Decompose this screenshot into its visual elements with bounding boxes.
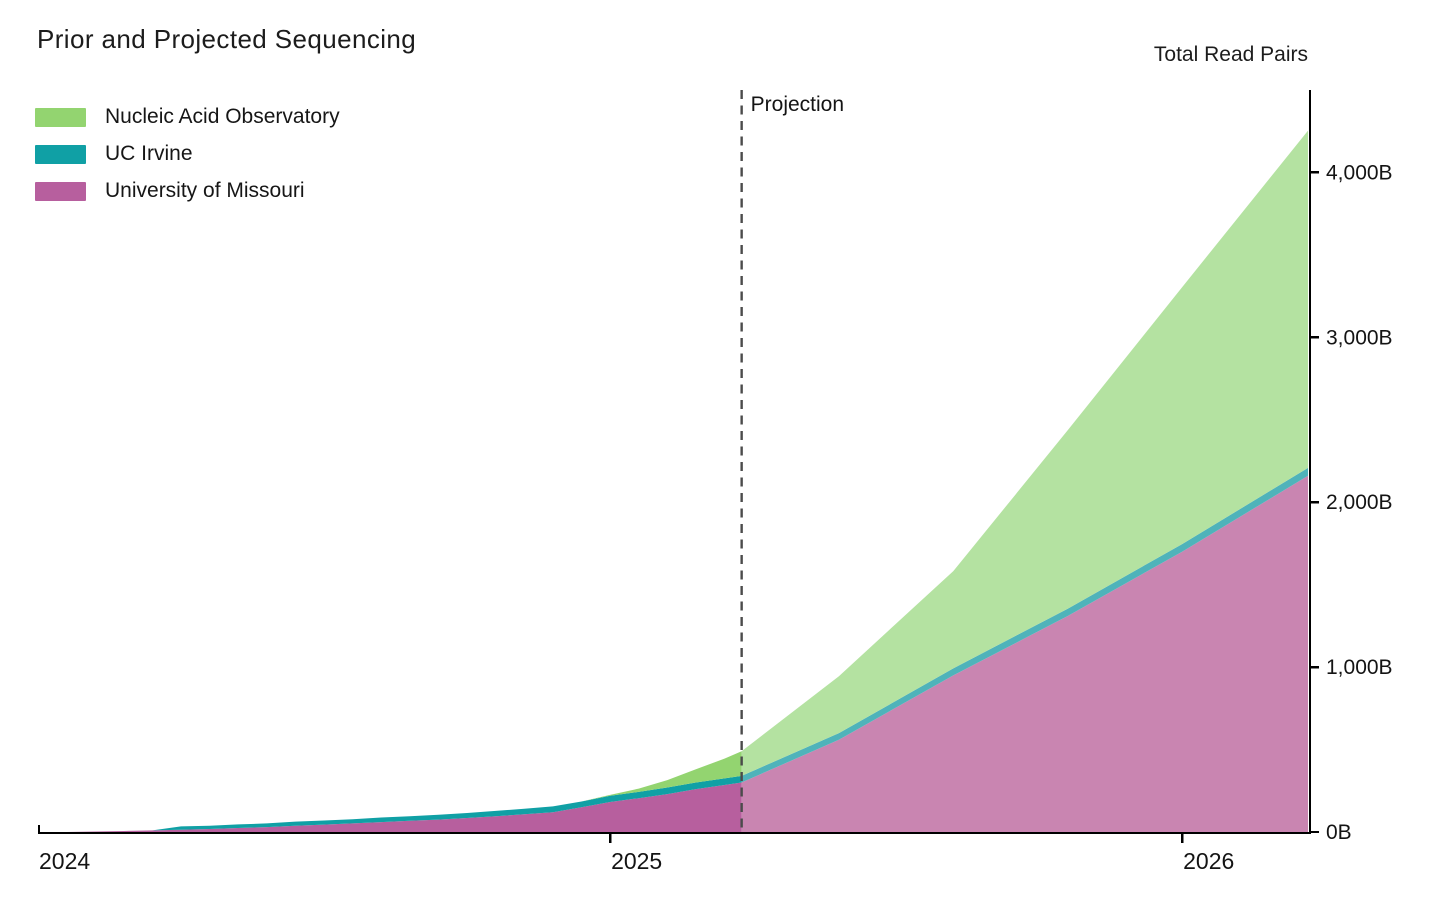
area-university-of-missouri-historical — [38, 782, 742, 832]
legend-label-university-of-missouri: University of Missouri — [105, 179, 305, 202]
area-nucleic-acid-observatory-projection — [741, 130, 1308, 776]
area-uc-irvine-historical — [38, 775, 742, 832]
y-tick-label: 4,000B — [1326, 161, 1393, 184]
legend-swatch-nucleic-acid-observatory — [35, 107, 86, 127]
x-tick-label: 2025 — [611, 848, 662, 874]
y-tick-label: 1,000B — [1326, 656, 1393, 679]
page-title: Prior and Projected Sequencing — [37, 24, 417, 54]
projection-label: Projection — [751, 93, 844, 116]
legend: Nucleic Acid Observatory UC Irvine Unive… — [35, 105, 340, 216]
legend-item-uc-irvine: UC Irvine — [35, 142, 340, 166]
area-uc-irvine-projection — [741, 467, 1308, 783]
legend-item-nucleic-acid-observatory: Nucleic Acid Observatory — [35, 105, 340, 129]
legend-swatch-university-of-missouri — [35, 181, 86, 201]
legend-swatch-uc-irvine — [35, 144, 86, 164]
legend-label-uc-irvine: UC Irvine — [105, 142, 193, 165]
y-tick-label: 0B — [1326, 821, 1352, 844]
x-tick-label: 2026 — [1183, 848, 1234, 874]
legend-label-nucleic-acid-observatory: Nucleic Acid Observatory — [105, 105, 340, 128]
y-tick-label: 2,000B — [1326, 491, 1393, 514]
area-university-of-missouri-projection — [741, 475, 1308, 832]
x-tick-label: 2024 — [39, 848, 90, 874]
y-axis-title: Total Read Pairs — [1153, 43, 1308, 66]
y-tick-label: 3,000B — [1326, 326, 1393, 349]
legend-item-university-of-missouri: University of Missouri — [35, 179, 340, 203]
